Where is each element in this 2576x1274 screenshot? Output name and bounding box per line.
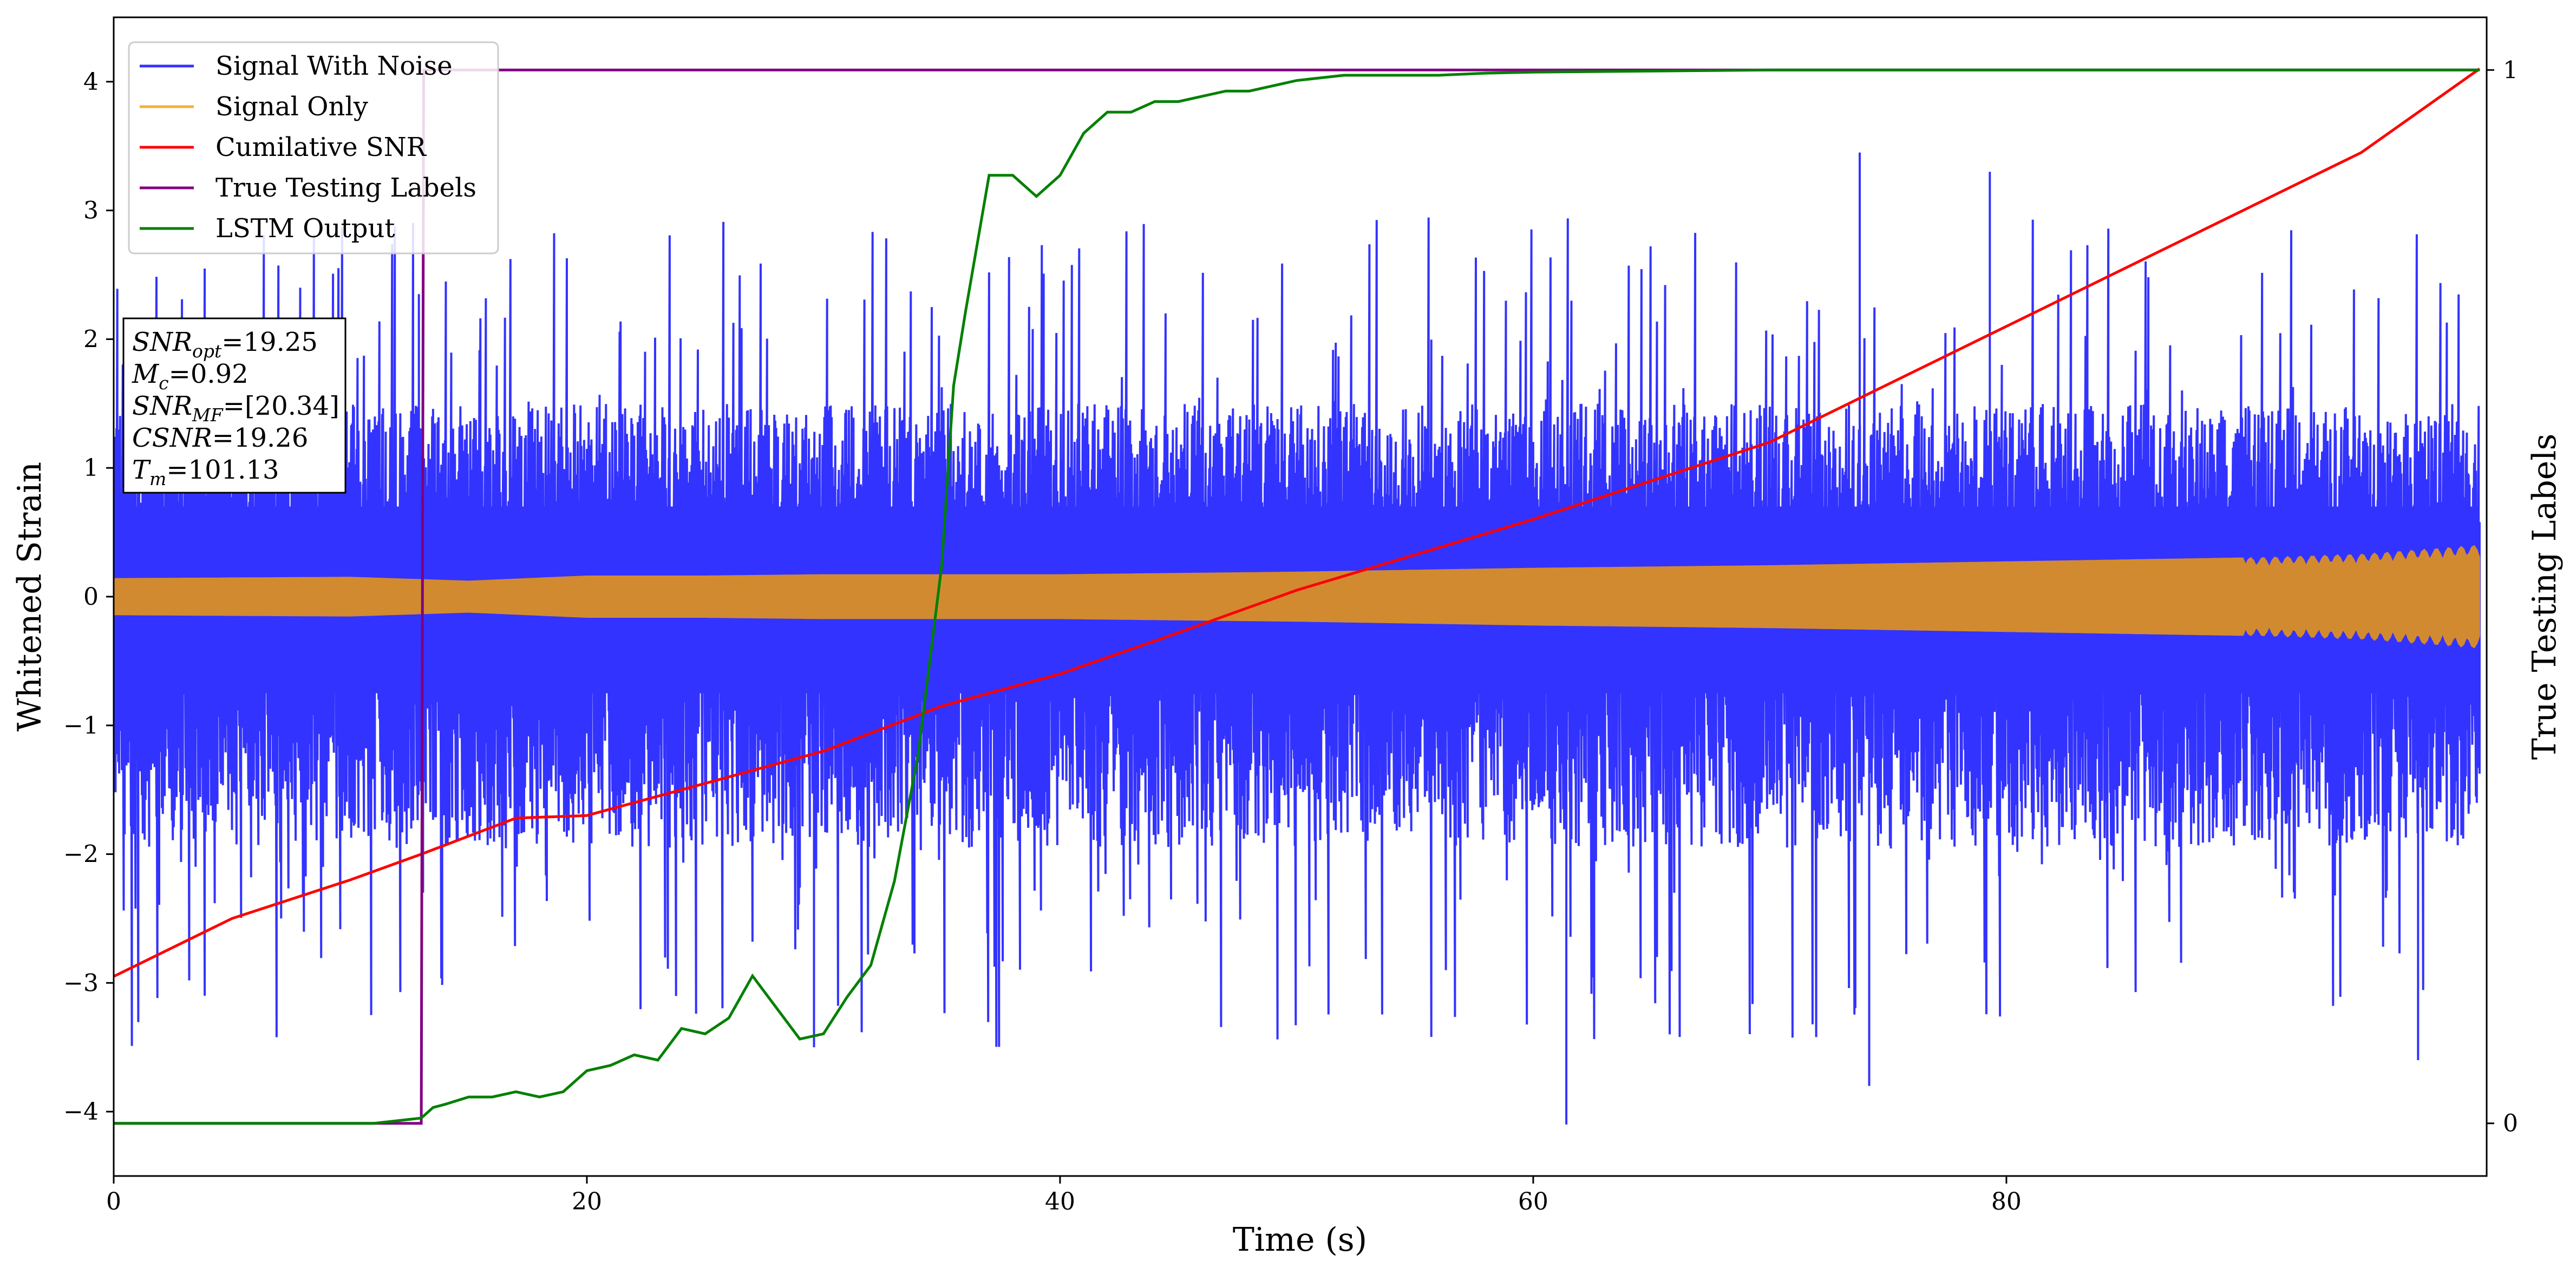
legend-entry: Cumilative SNR [215, 132, 427, 162]
legend: Signal With Noise Signal Only Cumilative S… [128, 41, 499, 254]
annotation-line: CSNR=19.26 [132, 423, 308, 453]
y-tick-label: −4 [63, 1098, 99, 1126]
y-tick-label: 3 [83, 197, 99, 225]
x-tick-label: 20 [572, 1188, 602, 1216]
y-tick-label: −2 [63, 841, 99, 868]
annotation-line: Mc=0.92 [132, 359, 249, 394]
annotation-line: SNRopt=19.25 [132, 327, 318, 362]
y-tick-label: −1 [63, 712, 99, 740]
legend-entry: LSTM Output [215, 213, 395, 244]
x-tick-label: 80 [1991, 1188, 2022, 1216]
x-axis: 0 20 40 60 80 [106, 1176, 2022, 1216]
y-axis-title: Whitened Strain [11, 462, 49, 731]
legend-entry: True Testing Labels [215, 173, 476, 203]
lstm-output-line [114, 68, 2480, 1125]
x-tick-label: 40 [1045, 1188, 1075, 1216]
series-layer [114, 68, 2481, 1125]
annotation-box: SNRopt=19.25Mc=0.92SNRMF=[20.34]CSNR=19.… [122, 317, 346, 494]
y2-tick-label: 0 [2503, 1110, 2518, 1138]
y2-axis-title: True Testing Labels [2526, 434, 2564, 760]
y2-tick-label: 1 [2503, 56, 2518, 84]
y-tick-label: −3 [63, 969, 99, 997]
y-tick-label: 2 [83, 325, 99, 353]
legend-entry: Signal Only [215, 92, 368, 122]
y-tick-label: 4 [83, 68, 99, 96]
y-tick-label: 1 [83, 454, 99, 482]
annotation-line: SNRMF=[20.34] [132, 391, 339, 426]
legend-entry: Signal With Noise [215, 51, 453, 81]
annotation-line: Tm=101.13 [132, 455, 279, 489]
signal-only-band [114, 545, 2480, 649]
y-axis-left: −4 −3 −2 −1 0 1 2 3 4 [63, 68, 114, 1126]
x-axis-title: Time (s) [1233, 1221, 1367, 1259]
cumulative-snr-line [114, 68, 2481, 978]
x-tick-label: 0 [106, 1188, 121, 1216]
y-axis-right: 01 [2487, 56, 2518, 1138]
x-tick-label: 60 [1518, 1188, 1548, 1216]
annotation-frame [122, 317, 346, 494]
legend-box [128, 41, 499, 254]
y-tick-label: 0 [83, 583, 99, 611]
